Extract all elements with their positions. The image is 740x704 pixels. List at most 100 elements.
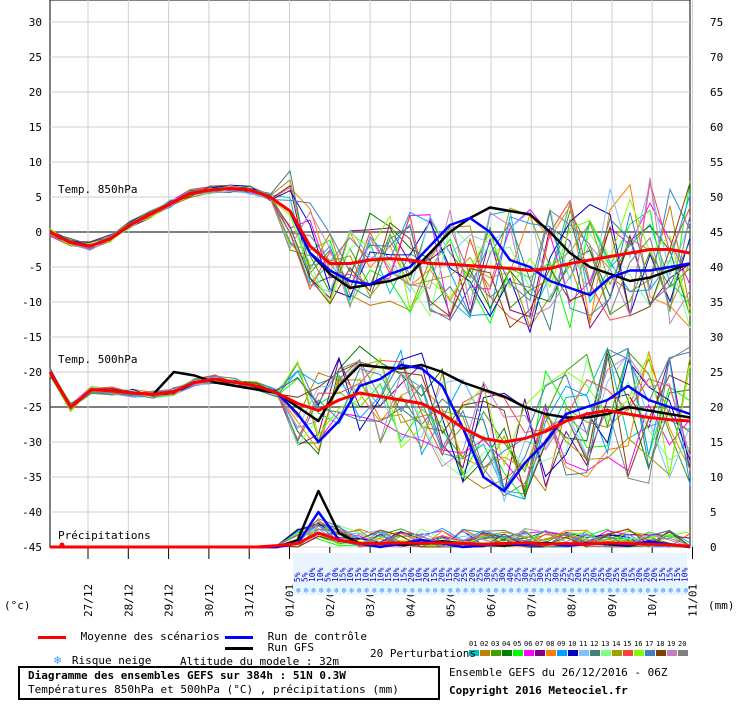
snow-risk-value: 25%: [513, 567, 522, 582]
gfs-swatch: [225, 646, 253, 650]
snow-risk-value: 20%: [643, 567, 652, 582]
snow-risk-icon: ❄: [585, 586, 590, 595]
y-tick-left: -35: [22, 471, 42, 484]
snow-risk-value: 15%: [665, 567, 674, 582]
snow-risk-icon: ❄: [577, 586, 582, 595]
perturbation-code: 18: [656, 640, 664, 648]
perturbation-code: 20: [678, 640, 686, 648]
perturbation-code: 02: [480, 640, 488, 648]
y-tick-right: 5: [710, 506, 717, 519]
mean-label: Moyenne des scénarios: [80, 630, 220, 643]
perturbation-code: 14: [612, 640, 620, 648]
snow-risk-value: 15%: [627, 567, 636, 582]
snow-risk-value: 10%: [392, 567, 401, 582]
mean-swatch: [38, 635, 66, 639]
snow-risk-icon: ❄: [304, 586, 309, 595]
perturbation-line: [49, 358, 691, 479]
snow-risk-value: 10%: [681, 567, 690, 582]
y-tick-right: 70: [710, 51, 723, 64]
perturbations-label: 20 Perturbations: [370, 647, 476, 660]
snow-risk-value: 5%: [323, 572, 332, 582]
snow-risk-icon: ❄: [547, 586, 552, 595]
snow-risk-band: [293, 553, 687, 595]
legend-gfs: Run GFS: [225, 641, 314, 654]
perturbation-swatch: [469, 650, 479, 656]
perturbation-swatch: [634, 650, 644, 656]
y-tick-left: -45: [22, 541, 42, 554]
snow-risk-icon: ❄: [653, 586, 658, 595]
snow-risk-value: 15%: [384, 567, 393, 582]
snow-risk-icon: ❄: [532, 586, 537, 595]
y-tick-right: 30: [710, 331, 723, 344]
y-tick-right: 60: [710, 121, 723, 134]
snowflake-icon: ❄: [54, 653, 62, 667]
snow-risk-value: 20%: [605, 567, 614, 582]
snow-risk-value: 25%: [582, 567, 591, 582]
snow-risk-value: 30%: [551, 567, 560, 582]
perturbation-swatch: [535, 650, 545, 656]
perturbation-code: 19: [667, 640, 675, 648]
x-tick-label: 30/12: [203, 584, 216, 617]
snow-risk-icon: ❄: [646, 586, 651, 595]
snow-risk-value: 10%: [377, 567, 386, 582]
series-line-t500: [48, 371, 691, 444]
control-label: Run de contrôle: [267, 630, 367, 643]
snow-risk-icon: ❄: [372, 586, 377, 595]
diagram-subtitle: Températures 850hPa et 500hPa (°C) , pré…: [28, 683, 399, 696]
run-info: Ensemble GEFS du 26/12/2016 - 06Z: [449, 666, 668, 679]
snow-risk-icon: ❄: [608, 586, 613, 595]
snow-risk-icon: ❄: [364, 586, 369, 595]
snow-risk-icon: ❄: [509, 586, 514, 595]
snow-risk-icon: ❄: [554, 586, 559, 595]
series-line-t850: [49, 187, 691, 272]
y-tick-left: 0: [35, 226, 42, 239]
y-tick-left: -15: [22, 331, 42, 344]
snow-risk-value: 30%: [483, 567, 492, 582]
perturbation-swatch: [513, 650, 523, 656]
y-tick-right: 40: [710, 261, 723, 274]
perturbation-code: 17: [645, 640, 653, 648]
snow-risk-icon: ❄: [478, 586, 483, 595]
y-tick-left: 5: [35, 191, 42, 204]
altitude-label: Altitude du modele : 32m: [180, 655, 339, 668]
x-tick-label: 31/12: [243, 584, 256, 617]
snow-risk-value: 15%: [399, 567, 408, 582]
snow-risk-icon: ❄: [676, 586, 681, 595]
snow-risk-icon: ❄: [418, 586, 423, 595]
perturbation-code: 15: [623, 640, 631, 648]
snow-risk-icon: ❄: [349, 586, 354, 595]
snow-risk-icon: ❄: [357, 586, 362, 595]
perturbation-swatch: [546, 650, 556, 656]
snow-risk-value: 25%: [460, 567, 469, 582]
y-tick-right: 50: [710, 191, 723, 204]
perturbation-swatch: [645, 650, 655, 656]
copyright: Copyright 2016 Meteociel.fr: [449, 684, 628, 697]
snow-risk-icon: ❄: [387, 586, 392, 595]
snow-risk-value: 20%: [574, 567, 583, 582]
snow-risk-value: 10%: [331, 567, 340, 582]
y-tick-left: -10: [22, 296, 42, 309]
perturbation-swatch: [656, 650, 666, 656]
snow-risk-value: 25%: [559, 567, 568, 582]
snow-risk-value: 10%: [346, 567, 355, 582]
y-tick-left: -20: [22, 366, 42, 379]
y-tick-right: 10: [710, 471, 723, 484]
snow-risk-value: 15%: [430, 567, 439, 582]
snow-risk-icon: ❄: [319, 586, 324, 595]
series-line-precip: [50, 531, 691, 549]
y-tick-left: 25: [29, 51, 42, 64]
title-box: Diagramme des ensembles GEFS sur 384h : …: [18, 666, 440, 700]
perturbation-swatch: [491, 650, 501, 656]
control-swatch: [225, 635, 253, 639]
snow-risk-value: 40%: [506, 567, 515, 582]
snow-risk-value: 10%: [415, 567, 424, 582]
y-tick-right: 0: [710, 541, 717, 554]
perturbation-swatch: [568, 650, 578, 656]
perturbation-code: 04: [502, 640, 510, 648]
snow-risk-icon: ❄: [623, 586, 628, 595]
perturbation-legend: 01 02 03 04 05 06 07 08 09 10 11 12 13 14 15 16 17 18 19 20: [469, 640, 688, 656]
y-tick-right: 65: [710, 86, 723, 99]
perturbation-code: 12: [590, 640, 598, 648]
snow-risk-icon: ❄: [684, 586, 689, 595]
